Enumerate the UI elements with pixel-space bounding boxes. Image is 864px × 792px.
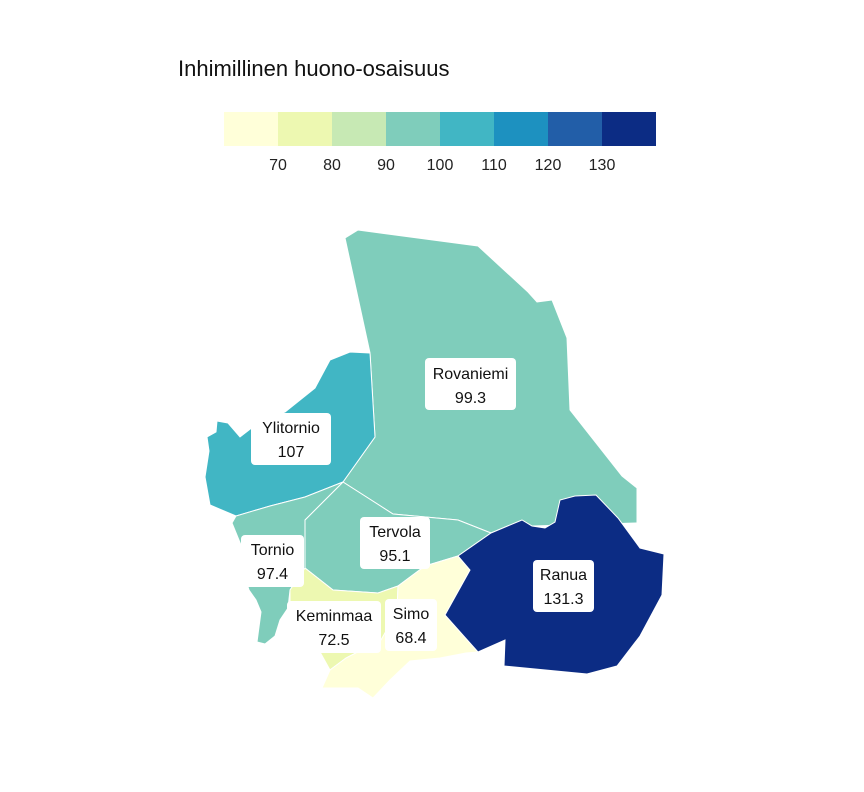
legend-swatch (494, 112, 548, 146)
label-simo: Simo 68.4 (385, 599, 437, 651)
color-legend: 70 80 90 100 110 120 130 (224, 112, 656, 174)
legend-swatch (386, 112, 440, 146)
label-tornio-value: 97.4 (257, 566, 288, 583)
label-tornio-name: Tornio (251, 542, 295, 559)
label-ranua: Ranua 131.3 (533, 560, 594, 612)
legend-tick-label: 80 (323, 157, 341, 174)
label-tornio: Tornio 97.4 (241, 535, 304, 587)
label-ylitornio-value: 107 (278, 444, 305, 461)
label-ranua-value: 131.3 (543, 591, 583, 608)
label-ylitornio: Ylitornio 107 (251, 413, 331, 465)
legend-tick-label: 130 (589, 157, 616, 174)
legend-swatch (602, 112, 656, 146)
label-keminmaa-name: Keminmaa (296, 608, 373, 625)
label-ranua-name: Ranua (540, 567, 587, 584)
legend-tick-label: 120 (535, 157, 562, 174)
label-tervola-value: 95.1 (379, 548, 410, 565)
label-ylitornio-name: Ylitornio (262, 420, 320, 437)
map-title: Inhimillinen huono-osaisuus (178, 56, 450, 81)
label-tervola-name: Tervola (369, 524, 421, 541)
legend-tick-label: 70 (269, 157, 287, 174)
label-rovaniemi: Rovaniemi 99.3 (425, 358, 516, 410)
legend-swatches (224, 112, 656, 146)
legend-swatch (224, 112, 278, 146)
label-keminmaa-value: 72.5 (318, 632, 349, 649)
label-rovaniemi-name: Rovaniemi (433, 366, 509, 383)
legend-swatch (278, 112, 332, 146)
label-simo-name: Simo (393, 606, 430, 623)
legend-tick-label: 90 (377, 157, 395, 174)
legend-tick-label: 110 (481, 157, 507, 174)
legend-ticks: 70 80 90 100 110 120 130 (269, 157, 615, 174)
legend-swatch (548, 112, 602, 146)
label-tervola: Tervola 95.1 (360, 517, 430, 569)
label-simo-value: 68.4 (395, 630, 426, 647)
label-keminmaa: Keminmaa 72.5 (287, 601, 381, 653)
legend-tick-label: 100 (427, 157, 454, 174)
legend-swatch (440, 112, 494, 146)
legend-swatch (332, 112, 386, 146)
label-rovaniemi-value: 99.3 (455, 390, 486, 407)
